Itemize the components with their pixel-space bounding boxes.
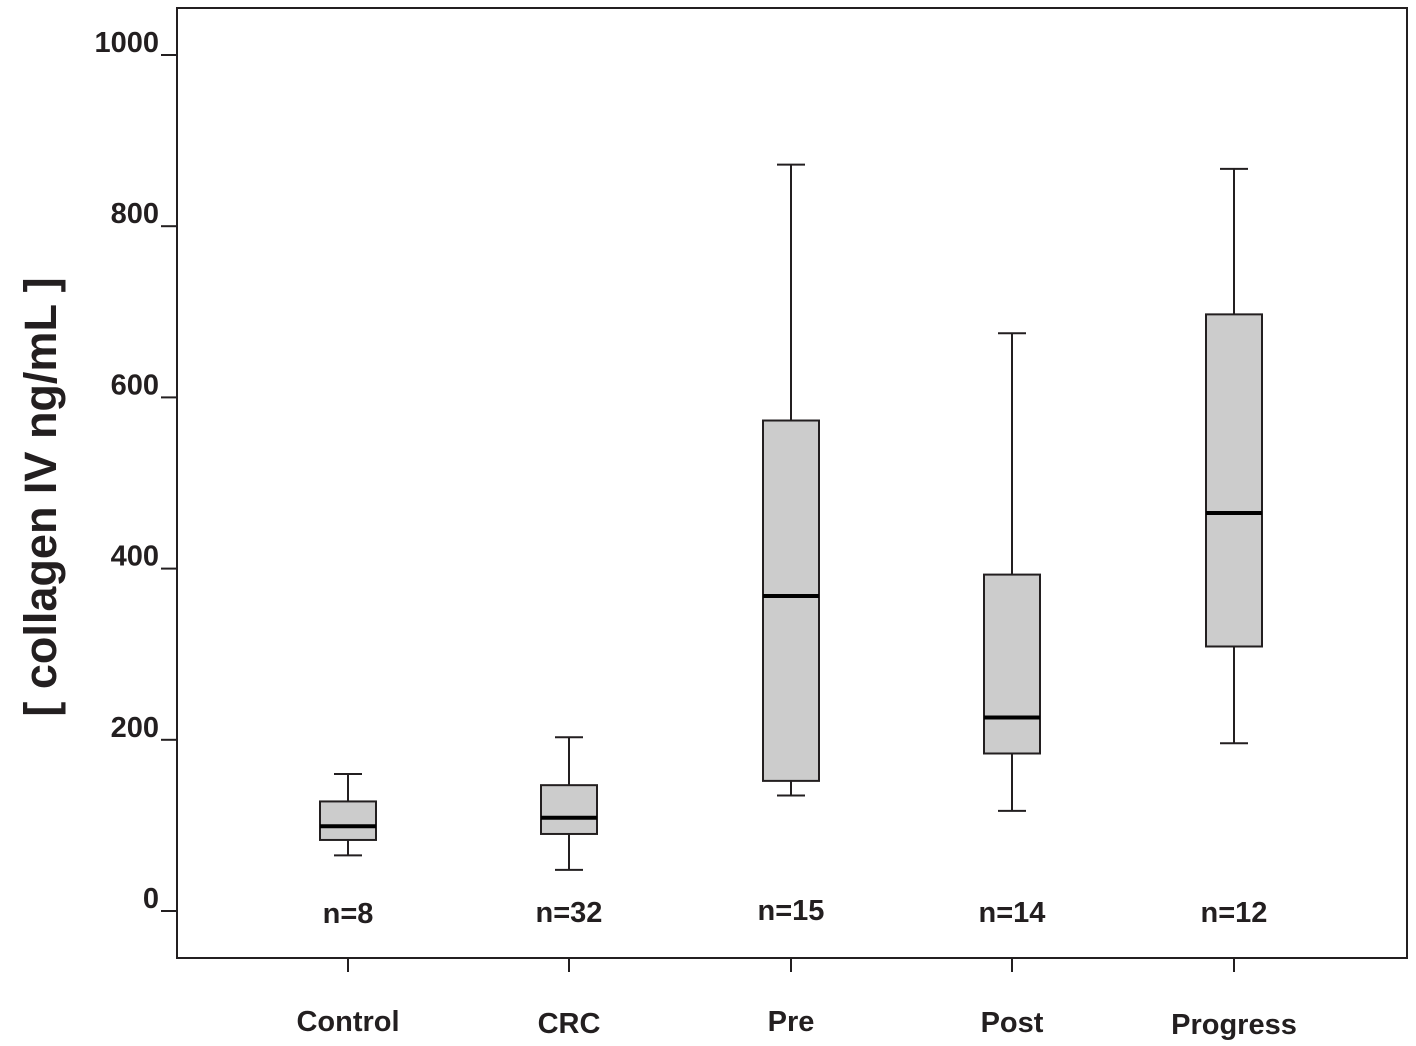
iqr-box	[983, 573, 1041, 755]
sample-size-label: n=14	[979, 897, 1046, 929]
y-axis-title: [ collagen IV ng/mL ]	[15, 277, 66, 716]
iqr-box	[1205, 313, 1263, 648]
x-axis: Control CRC Pre Post Progress	[296, 958, 1297, 1041]
x-category-label: Progress	[1171, 1009, 1297, 1041]
box-group: n=12	[1201, 167, 1268, 929]
iqr-box	[319, 800, 377, 841]
boxes-group: n=8 n=32 n=15 n=14 n=12	[319, 163, 1268, 930]
x-category-label: Control	[296, 1006, 399, 1038]
sample-size-label: n=32	[536, 897, 603, 929]
sample-size-label: n=8	[323, 898, 374, 930]
y-tick-label: 400	[111, 541, 159, 573]
y-tick-label: 200	[111, 712, 159, 744]
y-tick-label: 0	[143, 883, 159, 915]
box-group: n=8	[319, 773, 377, 930]
y-axis: 0 200 400 600 800 1000	[94, 27, 177, 915]
y-tick-label: 800	[111, 198, 159, 230]
x-category-label: Pre	[768, 1006, 815, 1038]
sample-size-label: n=15	[758, 895, 825, 927]
iqr-box	[762, 419, 820, 782]
x-category-label: CRC	[538, 1008, 601, 1040]
box-group: n=14	[979, 332, 1046, 929]
box-group: n=15	[758, 163, 825, 927]
box-group: n=32	[536, 736, 603, 929]
y-tick-label: 1000	[94, 27, 159, 59]
y-tick-label: 600	[111, 369, 159, 401]
iqr-box	[540, 784, 598, 835]
x-category-label: Post	[981, 1007, 1044, 1039]
sample-size-label: n=12	[1201, 897, 1268, 929]
